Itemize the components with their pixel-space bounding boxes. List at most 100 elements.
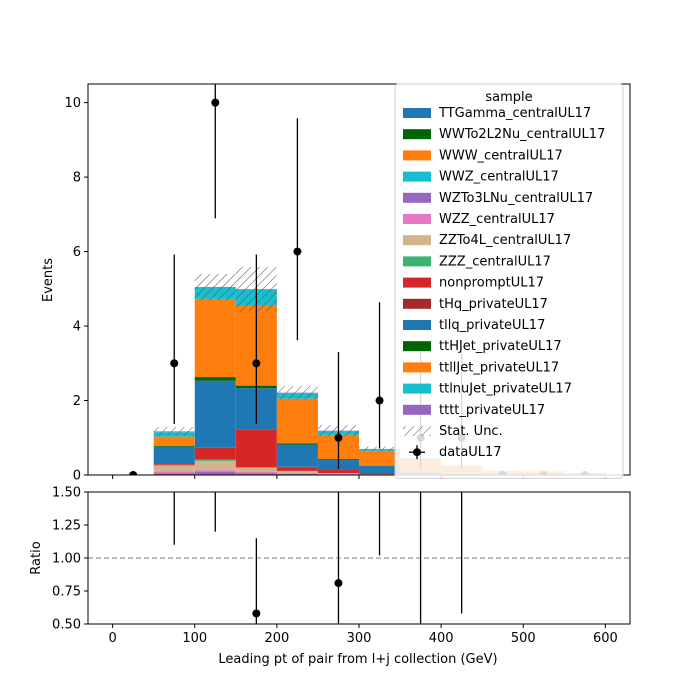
legend-swatch-tttt_privateUL17 [403, 404, 431, 415]
bar-nonpromptUL17-bin-4 [276, 467, 318, 471]
data-point [293, 247, 302, 256]
legend-label-WZTo3LNu_centralUL17: WZTo3LNu_centralUL17 [439, 191, 593, 206]
x-tick-label: 0 [108, 631, 116, 646]
legend-swatch-stat-unc [403, 426, 431, 436]
legend-swatch-nonpromptUL17 [403, 277, 431, 288]
stat-unc-band-bin-1 [153, 426, 195, 436]
legend-swatch-WWTo2L2Nu_centralUL17 [403, 129, 431, 140]
legend-data-marker [413, 448, 421, 457]
bar-WZTo3LNu_centralUL17-bin-4 [276, 473, 318, 475]
data-point [211, 98, 220, 107]
bar-WZTo3LNu_centralUL17-bin-3 [235, 473, 277, 475]
legend-swatch-TTGamma_centralUL17 [403, 108, 431, 118]
bar-tHq_privateUL17-bin-3 [235, 429, 277, 430]
legend-label-WWW_centralUL17: WWW_centralUL17 [439, 148, 563, 163]
bar-ttllJet_privateUL17-bin-4 [276, 398, 318, 444]
legend-label-WZZ_centralUL17: WZZ_centralUL17 [439, 212, 555, 227]
legend-swatch-WWW_centralUL17 [403, 150, 431, 161]
bar-WZTo3LNu_centralUL17-bin-1 [153, 473, 195, 475]
y-tick-label: 6 [73, 245, 81, 260]
bar-ttllJet_privateUL17-bin-1 [153, 436, 195, 446]
ratio-panel: 0.50 0.75 1.00 1.25 1.50 0 100 200 300 400 500 600… [29, 486, 631, 667]
x-tick-label: 100 [182, 631, 207, 646]
main-y-axis-label: Events [41, 258, 56, 302]
bar-tHq_privateUL17-bin-1 [153, 463, 195, 465]
bar-ZZTo4L_centralUL17-bin-5 [317, 473, 359, 474]
bar-nonpromptUL17-bin-5 [317, 469, 359, 474]
ratio-point [252, 609, 261, 618]
stat-unc-band-bin-2 [194, 273, 236, 300]
bar-tllq_privateUL17-bin-1 [153, 446, 195, 464]
legend-frame [394, 83, 624, 479]
bar-ZZZ_centralUL17-bin-1 [153, 464, 195, 466]
legend-label-WWZ_centralUL17: WWZ_centralUL17 [439, 170, 559, 185]
legend-label-ttllJet_privateUL17: ttllJet_privateUL17 [439, 360, 559, 375]
bar-WZZ_centralUL17-bin-4 [276, 473, 318, 474]
legend-swatch-ZZZ_centralUL17 [403, 256, 431, 267]
bar-tllq_privateUL17-bin-6 [359, 466, 401, 474]
legend-swatch-WZZ_centralUL17 [403, 214, 431, 224]
x-tick-label: 500 [511, 631, 536, 646]
y-tick-label: 0.75 [52, 585, 81, 600]
legend-swatch-ttlnuJet_privateUL17 [403, 383, 431, 394]
x-tick-label: 600 [593, 631, 618, 646]
bar-ttHJet_privateUL17-bin-4 [276, 443, 318, 445]
x-tick-label: 400 [429, 631, 454, 646]
legend-label-TTGamma_centralUL17: TTGamma_centralUL17 [438, 106, 591, 121]
legend-swatch-ttHJet_privateUL17 [403, 341, 431, 352]
ratio-y-ticks: 0.50 0.75 1.00 1.25 1.50 [52, 486, 88, 633]
legend-label-tttt_privateUL17: tttt_privateUL17 [439, 403, 545, 418]
bar-nonpromptUL17-bin-2 [194, 448, 236, 460]
legend-label-ttlnuJet_privateUL17: ttlnuJet_privateUL17 [439, 382, 572, 397]
data-point [375, 396, 384, 405]
y-tick-label: 1.50 [52, 486, 81, 501]
y-tick-label: 1.25 [52, 519, 81, 534]
bar-ZZZ_centralUL17-bin-3 [235, 467, 277, 468]
y-tick-label: 0 [73, 469, 81, 484]
legend-swatch-ZZTo4L_centralUL17 [403, 235, 431, 246]
legend-swatch-ttllJet_privateUL17 [403, 362, 431, 373]
legend-label-stat-unc: Stat. Unc. [439, 424, 503, 439]
bar-tllq_privateUL17-bin-4 [276, 444, 318, 467]
bar-tHq_privateUL17-bin-2 [194, 447, 236, 449]
bar-WZZ_centralUL17-bin-1 [153, 471, 195, 474]
y-tick-label: 4 [73, 320, 81, 335]
ratio-points [173, 492, 463, 624]
legend-label-tllq_privateUL17: tllq_privateUL17 [439, 318, 545, 333]
data-point [252, 359, 261, 368]
bar-ZZTo4L_centralUL17-bin-3 [235, 467, 277, 472]
x-tick-label: 200 [264, 631, 289, 646]
bar-ZZZ_centralUL17-bin-2 [194, 459, 236, 461]
legend-swatch-WZTo3LNu_centralUL17 [403, 192, 431, 203]
y-tick-label: 8 [73, 171, 81, 186]
bar-WZZ_centralUL17-bin-2 [194, 470, 236, 473]
data-point [334, 433, 343, 442]
main-y-ticks: 0 2 4 6 8 10 [64, 96, 88, 484]
legend-title: sample [485, 90, 532, 105]
legend-swatch-WWZ_centralUL17 [403, 171, 431, 182]
bar-nonpromptUL17-bin-3 [235, 429, 277, 468]
legend-label-data: dataUL17 [439, 445, 502, 460]
stat-unc-band-bin-6 [359, 446, 401, 452]
ratio-point [334, 579, 343, 588]
bar-ZZTo4L_centralUL17-bin-1 [153, 465, 195, 472]
bar-WZTo3LNu_centralUL17-bin-2 [194, 472, 236, 475]
bar-nonpromptUL17-bin-6 [359, 473, 401, 475]
ratio-y-axis-label: Ratio [29, 541, 44, 574]
data-point [170, 359, 179, 368]
legend-swatch-tllq_privateUL17 [403, 320, 431, 330]
y-tick-label: 2 [73, 394, 81, 409]
bar-ttllJet_privateUL17-bin-2 [194, 298, 236, 378]
x-tick-label: 300 [347, 631, 372, 646]
bar-nonpromptUL17-bin-1 [153, 464, 195, 465]
y-tick-label: 0.50 [52, 618, 81, 633]
data-point [129, 471, 138, 475]
x-axis-label: Leading pt of pair from l+j collection (… [218, 652, 497, 667]
y-tick-label: 10 [64, 96, 81, 111]
bar-tllq_privateUL17-bin-2 [194, 380, 236, 448]
legend-swatch-tHq_privateUL17 [403, 298, 431, 309]
legend-label-ZZTo4L_centralUL17: ZZTo4L_centralUL17 [439, 233, 571, 248]
y-tick-label: 1.00 [52, 552, 81, 567]
